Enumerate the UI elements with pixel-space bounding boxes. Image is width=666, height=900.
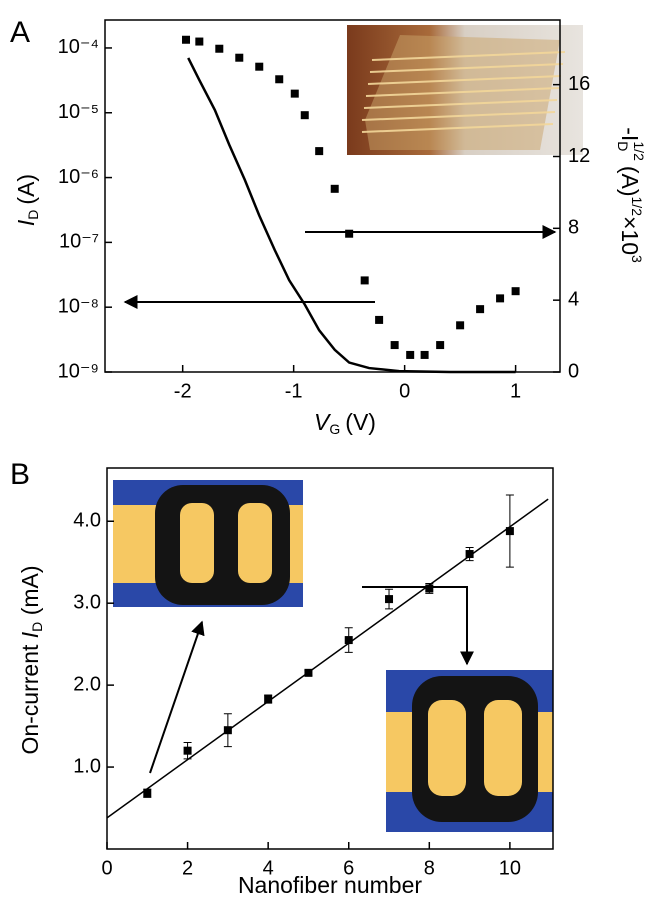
marker bbox=[183, 746, 192, 755]
y-tick-label: 2.0 bbox=[73, 673, 101, 695]
y2-tick-label: 8 bbox=[568, 217, 579, 239]
marker bbox=[195, 37, 204, 46]
marker bbox=[375, 315, 384, 324]
marker bbox=[511, 287, 520, 296]
marker bbox=[344, 636, 353, 645]
plot-frame bbox=[104, 19, 561, 373]
line bbox=[187, 57, 516, 374]
marker bbox=[264, 695, 273, 704]
marker bbox=[360, 276, 369, 285]
y-tick-label: 10⁻⁹ bbox=[58, 360, 99, 382]
inset-photo bbox=[113, 480, 303, 607]
marker bbox=[496, 294, 505, 303]
marker bbox=[385, 595, 394, 604]
marker bbox=[420, 350, 429, 359]
y-axis-label: On-current ID (mA) bbox=[17, 565, 45, 754]
marker bbox=[300, 111, 309, 120]
marker bbox=[330, 184, 339, 193]
y-tick-label: 4.0 bbox=[73, 510, 101, 532]
panel-label: B bbox=[10, 458, 30, 491]
marker bbox=[456, 321, 465, 330]
x-tick-label: 4 bbox=[263, 857, 274, 879]
y-tick-label: 10⁻⁵ bbox=[58, 101, 99, 123]
y2-tick-label: 12 bbox=[568, 145, 590, 167]
x-tick-label: -2 bbox=[174, 380, 192, 402]
x-tick-label: 1 bbox=[510, 380, 521, 402]
y-tick-label: 3.0 bbox=[73, 591, 101, 613]
x-axis-label: VG (V) bbox=[314, 409, 376, 437]
marker bbox=[182, 35, 191, 44]
marker bbox=[390, 341, 399, 350]
x-axis-label: Nanofiber number bbox=[238, 872, 422, 898]
y2-tick-label: 0 bbox=[568, 360, 579, 382]
marker bbox=[275, 75, 284, 84]
x-tick-label: -1 bbox=[285, 380, 303, 402]
y2-tick-label: 16 bbox=[568, 73, 590, 95]
marker bbox=[476, 305, 485, 314]
marker bbox=[255, 62, 264, 71]
y2-axis-label: -ID1/2(A)1/2×103 bbox=[615, 127, 647, 263]
marker bbox=[345, 229, 354, 238]
x-tick-label: 10 bbox=[499, 857, 521, 879]
x-tick-label: 6 bbox=[343, 857, 354, 879]
y-tick-label: 1.0 bbox=[73, 755, 101, 777]
arrow bbox=[362, 586, 474, 666]
fit-line bbox=[106, 498, 549, 819]
marker bbox=[505, 527, 514, 536]
marker bbox=[290, 89, 299, 98]
marker bbox=[465, 550, 474, 559]
marker bbox=[235, 53, 244, 62]
x-tick-label: 0 bbox=[399, 380, 410, 402]
y-tick-label: 10⁻⁸ bbox=[58, 295, 99, 317]
marker bbox=[425, 584, 434, 593]
x-tick-label: 8 bbox=[424, 857, 435, 879]
panel-label: A bbox=[10, 16, 30, 49]
plot-frame bbox=[106, 467, 554, 850]
marker bbox=[143, 789, 152, 798]
y-tick-label: 10⁻⁴ bbox=[58, 36, 99, 58]
x-tick-label: 2 bbox=[182, 857, 193, 879]
x-tick-label: 0 bbox=[101, 857, 112, 879]
marker bbox=[436, 341, 445, 350]
marker bbox=[315, 147, 324, 156]
inset-photo bbox=[347, 25, 583, 155]
y-tick-label: 10⁻⁶ bbox=[58, 166, 99, 188]
inset-photo bbox=[386, 670, 553, 832]
marker bbox=[406, 350, 415, 359]
y-tick-label: 10⁻⁷ bbox=[59, 231, 99, 253]
y-axis-label: ID(A) bbox=[13, 174, 41, 226]
marker bbox=[215, 44, 224, 53]
arrow bbox=[149, 620, 205, 774]
y2-tick-label: 4 bbox=[568, 288, 579, 310]
